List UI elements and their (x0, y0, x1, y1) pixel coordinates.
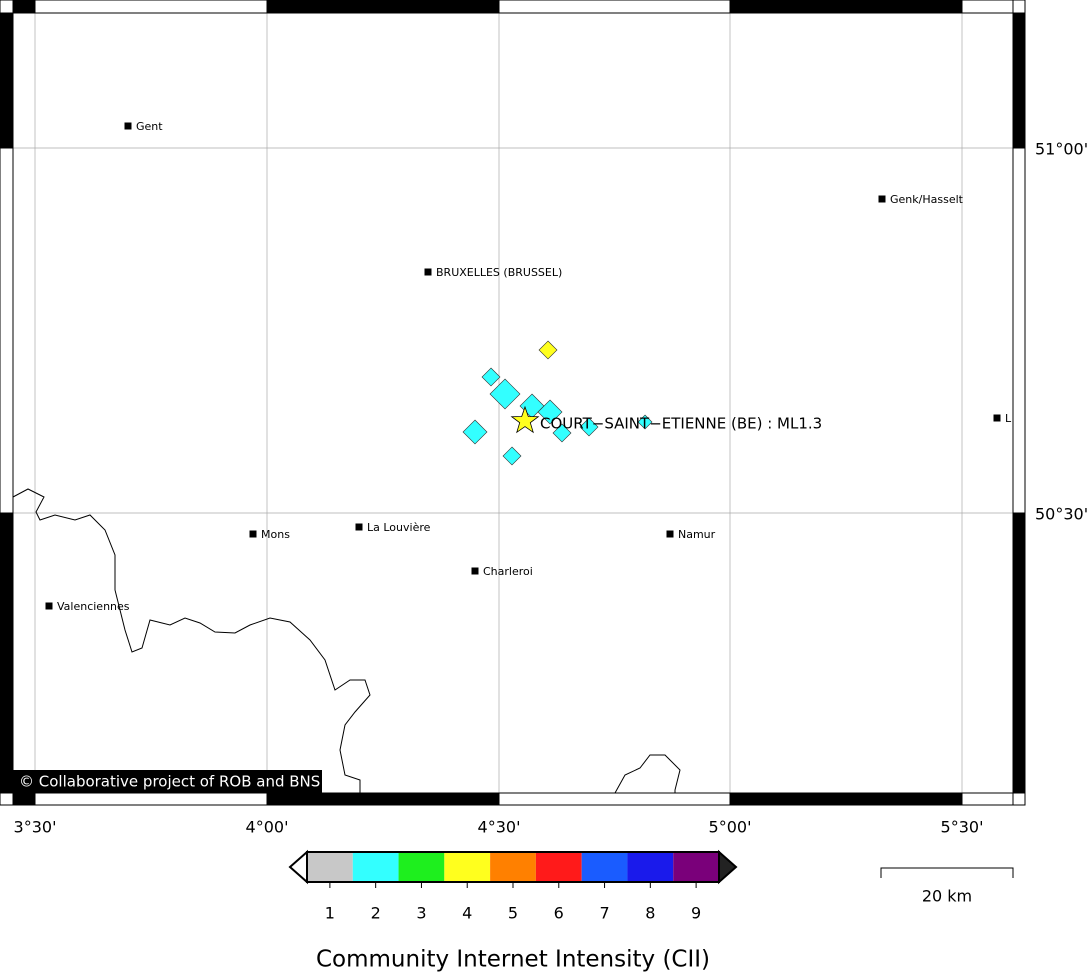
colorbar-tick-label: 5 (508, 904, 518, 923)
frame-segment (34, 0, 268, 14)
colorbar-frame (306, 851, 720, 883)
city-marker (993, 414, 1001, 422)
intensity-marker (502, 446, 522, 466)
colorbar-tick-label: 7 (599, 904, 609, 923)
colorbar-cell (307, 852, 353, 882)
colorbar-cell (444, 852, 491, 882)
intensity-marker (481, 367, 501, 387)
city-label: BRUXELLES (BRUSSEL) (436, 266, 562, 279)
city-marker (666, 530, 674, 538)
city-marker (124, 122, 132, 130)
border-line (12, 488, 371, 793)
colorbar-cell (490, 852, 536, 882)
colorbar-cell (535, 852, 582, 882)
lon-tick-label: 5°30' (941, 818, 984, 837)
colorbar-cell (627, 852, 674, 882)
frame-segment (1012, 12, 1026, 149)
scale-bar (880, 867, 1014, 878)
city-label: Valenciennes (57, 600, 130, 613)
colorbar-tick-label: 3 (416, 904, 426, 923)
colorbar-cell (673, 852, 719, 882)
copyright-box (13, 770, 322, 793)
intensity-marker (537, 399, 563, 425)
city-marker (45, 602, 53, 610)
city-label: Charleroi (483, 565, 533, 578)
city-label: La Louvière (367, 521, 431, 534)
intensity-marker (579, 417, 599, 437)
city-marker (471, 567, 479, 575)
event-label: COURT−SAINT−ETIENNE (BE) : ML1.3 (540, 415, 822, 433)
frame-segment (0, 12, 14, 149)
lon-tick-label: 4°30' (478, 818, 521, 837)
intensity-marker (552, 423, 572, 443)
frame-segment (12, 792, 36, 806)
city-marker (878, 195, 886, 203)
colorbar-tick-label: 4 (462, 904, 472, 923)
frame-segment (0, 147, 14, 514)
colorbar-tick-label: 6 (554, 904, 564, 923)
colorbar-cell (398, 852, 445, 882)
frame-segment (498, 0, 731, 14)
frame-segment (266, 0, 500, 14)
lat-tick-label: 50°30' (1035, 505, 1088, 524)
lat-tick-label: 51°00' (1035, 140, 1088, 159)
frame-segment (1012, 512, 1026, 794)
frame-segment (0, 512, 14, 794)
city-label: Mons (261, 528, 290, 541)
colorbar-cell (352, 852, 399, 882)
colorbar-tick-label: 9 (691, 904, 701, 923)
city-label: Namur (678, 528, 716, 541)
intensity-marker (489, 378, 521, 410)
colorbar-cell (581, 852, 628, 882)
colorbar-tick-label: 1 (325, 904, 335, 923)
intensity-marker (538, 340, 558, 360)
lon-tick-label: 4°00' (246, 818, 289, 837)
city-marker (424, 268, 432, 276)
frame-segment (498, 792, 731, 806)
city-marker (249, 530, 257, 538)
frame-segment (729, 0, 963, 14)
scale-label: 20 km (922, 887, 972, 906)
map-frame (12, 12, 1014, 794)
frame-segment (266, 792, 500, 806)
frame-segment (12, 0, 36, 14)
colorbar-tick-label: 2 (371, 904, 381, 923)
lon-tick-label: 3°30' (14, 818, 57, 837)
city-label: Genk/Hasselt (890, 193, 964, 206)
copyright: © Collaborative project of ROB and BNS (19, 773, 320, 791)
frame-segment (729, 792, 963, 806)
colorbar-title: Community Internet Intensity (CII) (316, 947, 710, 973)
frame-segment (1012, 147, 1026, 514)
intensity-marker (462, 419, 488, 445)
lon-tick-label: 5°00' (709, 818, 752, 837)
map-frame (0, 0, 1026, 806)
border-line (614, 754, 681, 794)
intensity-marker (637, 414, 653, 430)
city-marker (355, 523, 363, 531)
frame-segment (961, 792, 1014, 806)
frame-segment (34, 792, 268, 806)
frame-segment (961, 0, 1014, 14)
city-label: Gent (136, 120, 163, 133)
city-label: L (1005, 412, 1012, 425)
epicenter-star (510, 405, 540, 434)
colorbar-tick-label: 8 (645, 904, 655, 923)
